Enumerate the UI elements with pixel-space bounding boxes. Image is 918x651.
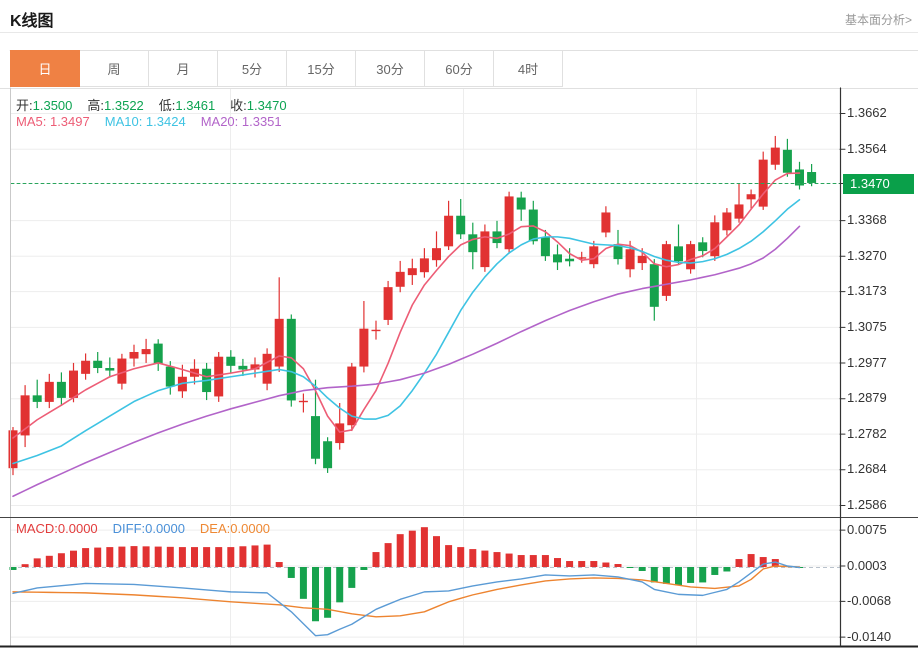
- y-axis-label: 1.2684: [847, 461, 887, 477]
- legend-high: 高:1.3522: [87, 98, 144, 113]
- legend-low: 低:1.3461: [158, 98, 216, 113]
- tab-week[interactable]: 周: [79, 50, 149, 87]
- macd-y-axis-label: 0.0075: [847, 521, 887, 537]
- legend-macd: MACD:0.0000: [16, 521, 98, 536]
- tab-day[interactable]: 日: [10, 50, 80, 87]
- legend-open: 开:1.3500: [16, 98, 73, 113]
- y-axis-label: 1.3075: [847, 318, 887, 334]
- y-axis-label: 1.3564: [847, 140, 887, 156]
- legend-ma20: MA20: 1.3351: [200, 114, 282, 129]
- legend-ma5: MA5: 1.3497: [16, 114, 90, 129]
- y-axis-label: 1.3368: [847, 212, 887, 228]
- tab-m5[interactable]: 5分: [217, 50, 287, 87]
- fundamental-analysis-link[interactable]: 基本面分析>: [844, 13, 912, 27]
- header-divider: [0, 32, 918, 33]
- macd-y-axis-label: -0.0140: [847, 628, 892, 644]
- y-axis-label: 1.3270: [847, 247, 887, 263]
- tab-m30[interactable]: 30分: [355, 50, 425, 87]
- current-price-tag: 1.3470: [843, 174, 914, 194]
- legend-diff: DIFF:0.0000: [112, 521, 185, 536]
- legend-dea: DEA:0.0000: [199, 521, 271, 536]
- legend-close: 收:1.3470: [230, 98, 287, 113]
- y-axis-label: 1.2977: [847, 354, 887, 370]
- y-axis-label: 1.3173: [847, 283, 887, 299]
- y-axis-label: 1.3662: [847, 105, 887, 120]
- tab-month[interactable]: 月: [148, 50, 218, 87]
- y-axis-label: 1.2586: [847, 497, 887, 512]
- macd-y-axis-label: -0.0068: [847, 592, 892, 608]
- tab-m15[interactable]: 15分: [286, 50, 356, 87]
- macd-y-axis-label: 0.0003: [847, 557, 887, 573]
- ohlc-legend: 开:1.3500 高:1.3522 低:1.3461 收:1.3470: [16, 95, 302, 114]
- tab-bar: 日周月 5分 15分 30分 60分 4时: [10, 50, 563, 87]
- y-axis-label: 1.2782: [847, 425, 887, 441]
- legend-ma10: MA10: 1.3424: [104, 114, 186, 129]
- ma-legend: MA5: 1.3497 MA10: 1.3424 MA20: 1.3351: [16, 114, 297, 129]
- tab-h4[interactable]: 4时: [493, 50, 563, 87]
- tab-m60[interactable]: 60分: [424, 50, 494, 87]
- macd-legend: MACD:0.0000 DIFF:0.0000 DEA:0.0000: [16, 521, 285, 536]
- y-axis-label: 1.2879: [847, 390, 887, 406]
- page-title: K线图: [10, 13, 54, 30]
